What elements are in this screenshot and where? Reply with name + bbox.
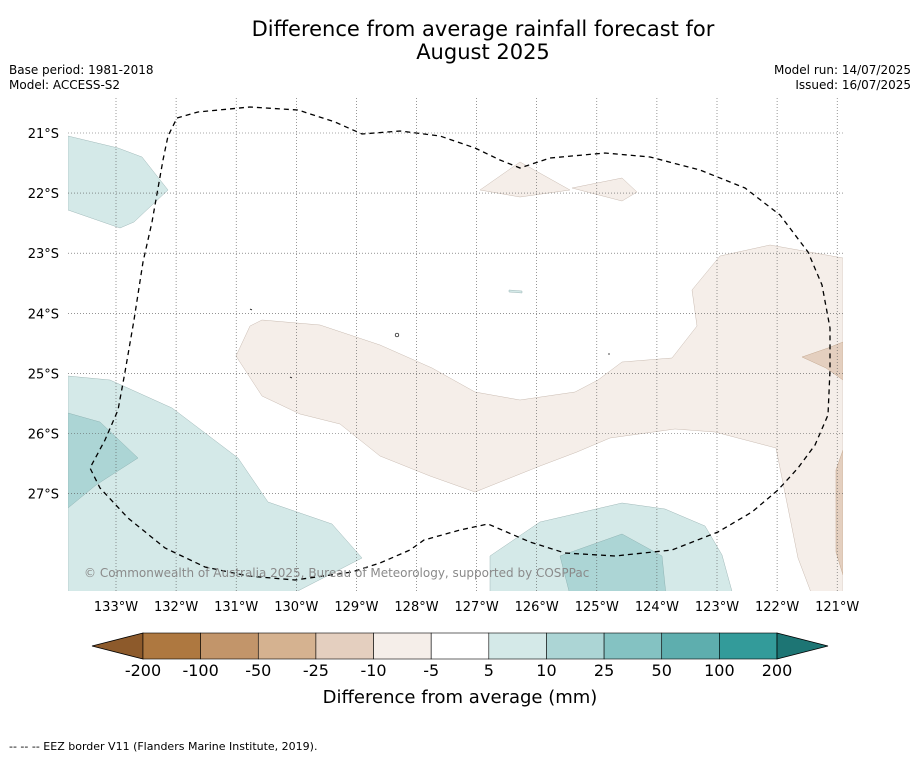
lat-label: 25°S	[28, 367, 59, 382]
lon-label: 122°W	[755, 600, 799, 615]
dry-region-north-1	[479, 161, 571, 198]
colorbar-tick-label: 5	[484, 661, 494, 680]
colorbar-tick-label: 100	[704, 661, 735, 680]
colorbar-segment	[142, 632, 201, 660]
colorbar-tick-label: -10	[360, 661, 386, 680]
colorbar-tick-label: -100	[182, 661, 218, 680]
lon-label: 132°W	[154, 600, 198, 615]
colorbar-segment	[719, 632, 778, 660]
lat-label: 27°S	[28, 488, 59, 503]
wet-region-southwest-core	[68, 412, 139, 509]
lon-label: 130°W	[274, 600, 318, 615]
issued-text: Issued: 16/07/2025	[795, 78, 911, 92]
eez-footnote: -- -- -- EEZ border V11 (Flanders Marine…	[9, 740, 318, 753]
colorbar-segment	[373, 632, 432, 660]
colorbar-tick-label: 25	[594, 661, 614, 680]
eez-border-line	[89, 106, 831, 581]
map-title: Difference from average rainfall forecas…	[200, 18, 766, 64]
colorbar	[91, 632, 829, 660]
colorbar-segment	[603, 632, 663, 660]
dry-region-central-band	[235, 244, 843, 591]
colorbar-title: Difference from average (mm)	[323, 687, 598, 708]
small-patch	[508, 289, 523, 294]
lon-label: 129°W	[334, 600, 378, 615]
lon-label: 123°W	[695, 600, 739, 615]
lat-label: 26°S	[28, 428, 59, 443]
map-plot-area	[68, 135, 843, 591]
colorbar-segment	[257, 632, 317, 660]
colorbar-tick-label: 200	[762, 661, 793, 680]
colorbar-tick-label: -50	[245, 661, 271, 680]
colorbar-segment	[488, 632, 547, 660]
lon-label: 133°W	[94, 600, 138, 615]
lat-label: 24°S	[28, 307, 59, 322]
colorbar-extend-low	[91, 632, 144, 660]
title-line-2: August 2025	[416, 40, 550, 64]
colorbar-segment	[546, 632, 605, 660]
right-meta: Model run: 14/07/2025 Issued: 16/07/2025	[774, 63, 911, 93]
dry-region-east-edge	[835, 449, 843, 576]
model-run-text: Model run: 14/07/2025	[773, 63, 911, 77]
lat-label: 21°S	[28, 127, 59, 142]
wet-region-southwest	[68, 375, 363, 591]
colorbar-tick-label: -5	[423, 661, 439, 680]
lon-label: 128°W	[394, 600, 438, 615]
lat-label: 23°S	[28, 247, 59, 262]
base-period-text: Base period: 1981-2018	[9, 63, 154, 77]
longitude-labels: 133°W 132°W 131°W 130°W 129°W 128°W 127°W 126°W…	[94, 600, 860, 615]
lon-label: 124°W	[635, 600, 679, 615]
dry-region-north-2	[571, 177, 638, 202]
copyright-text: © Commonwealth of Australia 2025, Bureau…	[84, 566, 589, 580]
lon-label: 121°W	[815, 600, 859, 615]
colorbar-tick-label: -25	[303, 661, 329, 680]
graticule	[68, 98, 843, 591]
colorbar-segment	[430, 632, 490, 660]
latitude-labels: 21°S 22°S 23°S 24°S 25°S 26°S 27°S	[28, 127, 59, 503]
lon-label: 131°W	[214, 600, 258, 615]
colorbar-segment	[315, 632, 374, 660]
colorbar-segment	[661, 632, 720, 660]
model-text: Model: ACCESS-S2	[9, 78, 121, 92]
tiny-contour-markers	[249, 308, 610, 379]
colorbar-tick-label: 10	[536, 661, 556, 680]
colorbar-tick-label: -200	[125, 661, 161, 680]
colorbar-extend-high	[776, 632, 829, 660]
lat-label: 22°S	[28, 187, 59, 202]
colorbar-tick-labels: -200 -100 -50 -25 -10 -5 5 10 25 50 100 200	[125, 661, 792, 680]
lon-label: 127°W	[455, 600, 499, 615]
colorbar-tick-label: 50	[652, 661, 672, 680]
wet-region-northwest	[68, 135, 169, 229]
left-meta: Base period: 1981-2018 Model: ACCESS-S2	[9, 63, 154, 93]
colorbar-segment	[200, 632, 259, 660]
lon-label: 126°W	[515, 600, 559, 615]
title-line-1: Difference from average rainfall forecas…	[251, 17, 715, 41]
wet-region-south-core	[559, 533, 666, 591]
lon-label: 125°W	[575, 600, 619, 615]
